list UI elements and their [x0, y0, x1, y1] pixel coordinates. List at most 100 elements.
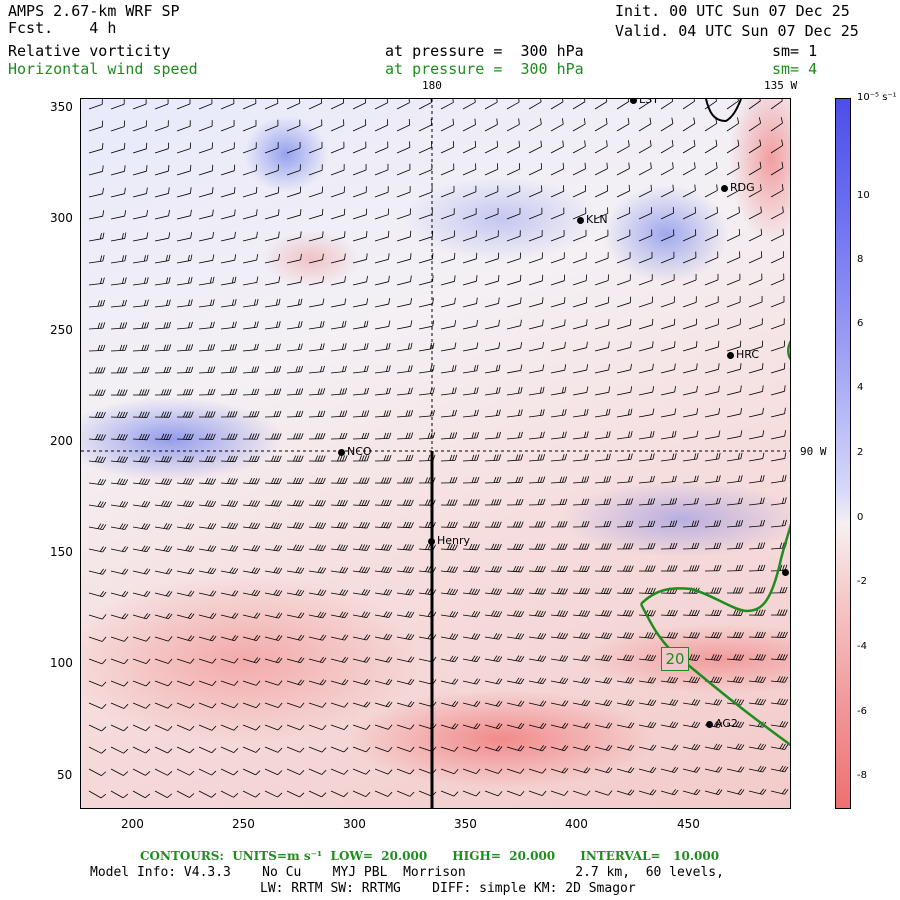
station-marker-icon	[630, 99, 637, 104]
wind-barb	[396, 141, 411, 154]
wind-barb	[616, 520, 634, 528]
wind-barb	[704, 296, 719, 308]
x-tick: 400	[565, 817, 588, 831]
wind-barb	[484, 140, 498, 154]
wind-barb	[176, 568, 195, 575]
wind-barb	[506, 543, 524, 550]
wind-barb	[440, 320, 457, 330]
map-plot[interactable]: 20 LSY RDG KLN HRC NCO Henry AG2	[80, 98, 791, 809]
wind-barb	[308, 499, 326, 507]
y-tick: 100	[50, 656, 73, 670]
wind-barb	[286, 589, 305, 597]
wind-barb	[352, 99, 366, 110]
wind-barb	[550, 543, 568, 550]
wind-barb	[88, 210, 105, 220]
station-ag2[interactable]: AG2	[706, 717, 738, 730]
wind-barb	[484, 185, 499, 198]
station-marker-icon	[706, 720, 713, 728]
wind-barb	[88, 591, 107, 598]
wind-barb	[88, 546, 107, 553]
wind-barb	[638, 341, 654, 352]
station-unnamed[interactable]	[782, 565, 790, 578]
wind-barb	[132, 99, 147, 110]
wind-barb	[748, 385, 764, 396]
wind-barb	[198, 411, 216, 418]
wind-barb	[242, 589, 261, 597]
wind-barb	[308, 522, 326, 529]
wind-barb	[176, 612, 195, 620]
wind-barb	[176, 500, 195, 508]
wind-barb	[264, 410, 282, 418]
wind-barb	[726, 206, 740, 220]
wind-barb	[616, 363, 632, 374]
wind-barb	[374, 275, 390, 286]
wind-barb	[132, 613, 151, 620]
wind-barb	[110, 411, 128, 418]
wind-barb	[220, 455, 238, 463]
wind-barb	[308, 410, 326, 418]
wind-barb	[484, 387, 501, 396]
wind-barb	[308, 566, 327, 574]
wind-barb	[682, 542, 700, 550]
wind-barb	[528, 252, 543, 264]
wind-barb	[660, 318, 676, 330]
station-label: AG2	[715, 717, 738, 730]
wind-barb	[616, 251, 631, 264]
wind-barb	[616, 140, 630, 154]
wind-barb	[198, 366, 216, 374]
station-kln[interactable]: KLN	[577, 213, 608, 226]
wind-barb	[572, 453, 589, 462]
model-info-physics: LW: RRTM SW: RRTMG DIFF: simple KM: 2D S…	[260, 881, 636, 896]
wind-barb	[682, 430, 699, 440]
wind-barb	[286, 321, 303, 330]
wind-barb	[352, 544, 371, 551]
wind-barb	[704, 184, 718, 198]
wind-barb	[176, 99, 191, 110]
wind-barb	[418, 99, 432, 110]
wind-barb	[682, 565, 700, 572]
wind-barb	[682, 99, 696, 110]
wind-barb	[572, 498, 590, 506]
wind-barb	[660, 99, 674, 110]
wind-barb	[154, 523, 173, 530]
wind-barb	[264, 455, 282, 462]
wind-barb	[396, 230, 412, 242]
wind-barb	[418, 342, 435, 352]
wind-barb	[374, 387, 391, 396]
wind-barb	[286, 567, 305, 574]
x-tick: 450	[677, 817, 700, 831]
wind-barb	[308, 589, 327, 596]
wind-barb	[330, 455, 348, 462]
wind-barb	[286, 209, 302, 220]
wind-barb	[220, 299, 237, 308]
wind-barb	[154, 120, 169, 132]
station-lsy[interactable]: LSY	[630, 99, 659, 106]
station-rdg[interactable]: RDG	[721, 181, 755, 194]
wind-barb	[352, 343, 369, 352]
wind-barb	[484, 252, 500, 264]
wind-barb	[484, 230, 499, 242]
wind-barb	[484, 275, 500, 286]
station-henry[interactable]: Henry	[428, 534, 470, 547]
wind-barb	[440, 185, 455, 198]
wind-barb	[308, 164, 323, 176]
station-hrc[interactable]: HRC	[727, 348, 759, 361]
wind-barb	[154, 389, 172, 396]
wind-barb	[484, 588, 503, 595]
wind-barb	[308, 455, 326, 462]
station-nco[interactable]: NCO	[338, 445, 372, 458]
wind-barb	[176, 276, 193, 286]
wind-barb	[132, 523, 151, 530]
colorbar-label: 2	[857, 447, 864, 458]
wind-barb	[330, 365, 347, 374]
wind-barb	[352, 566, 371, 574]
wind-barb	[396, 432, 414, 440]
wind-barb	[132, 568, 151, 575]
wind-barb	[528, 118, 542, 132]
wind-barb	[726, 161, 740, 176]
wind-barb	[572, 521, 590, 528]
wind-barb	[198, 321, 215, 330]
wind-barb	[88, 389, 106, 396]
wind-barb	[550, 453, 567, 462]
wind-barb	[682, 206, 696, 220]
